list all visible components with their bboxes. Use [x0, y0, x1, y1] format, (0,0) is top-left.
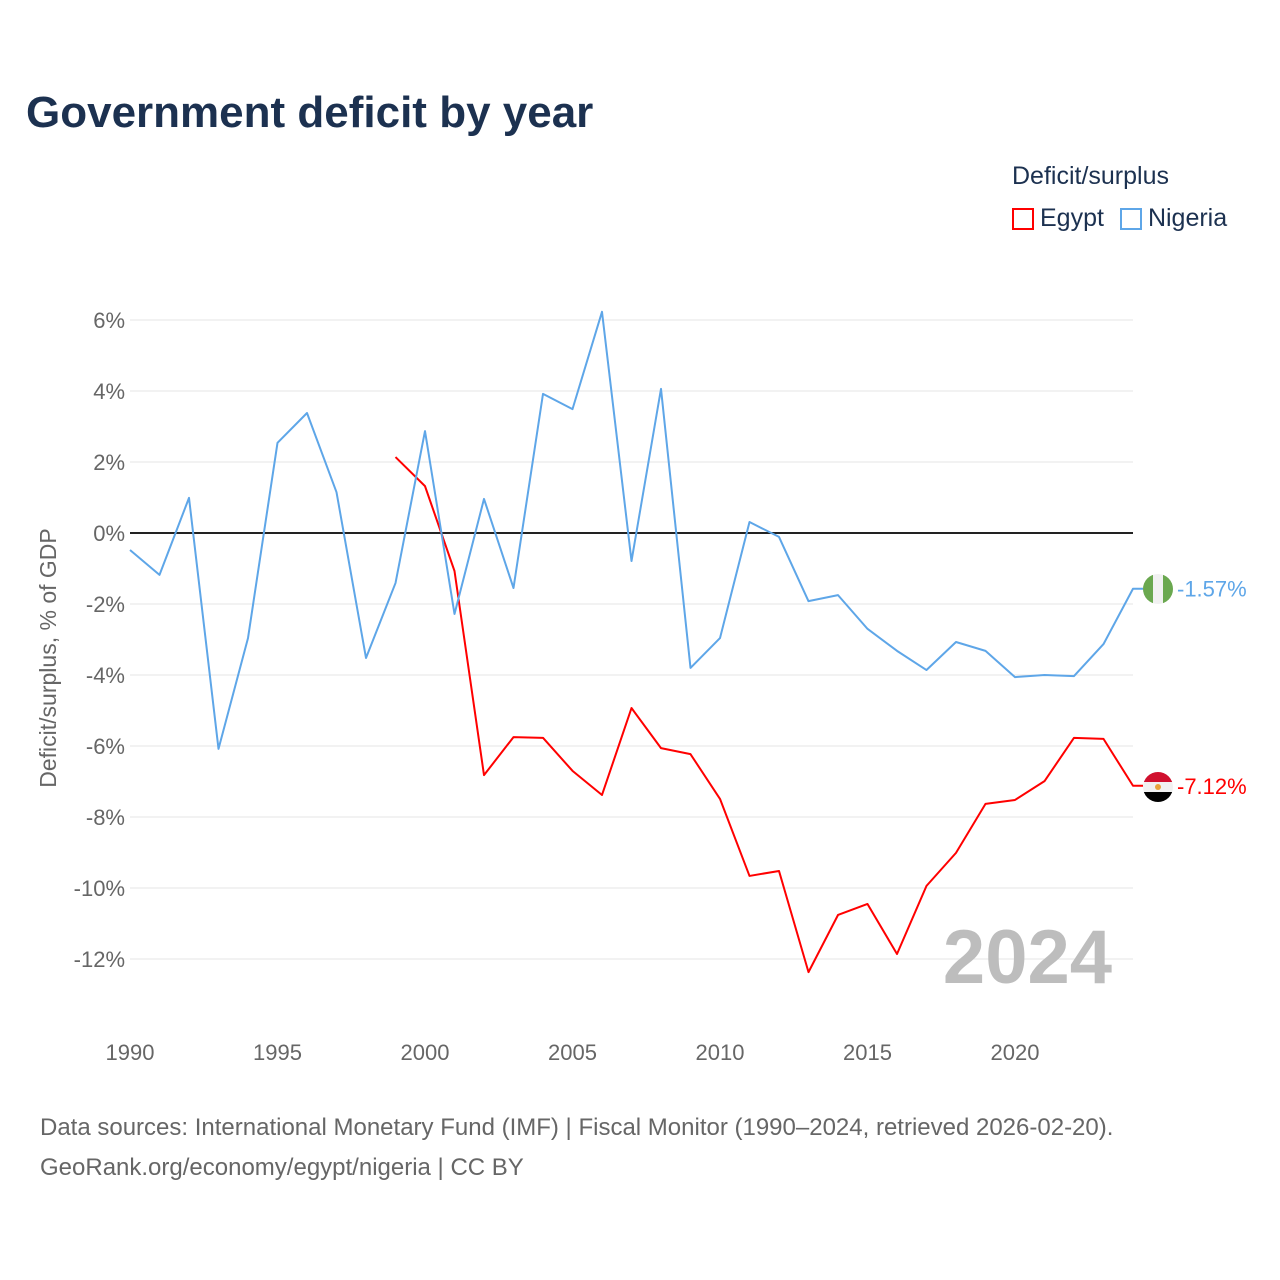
x-tick-label: 2000 [401, 1040, 450, 1065]
y-tick-label: -8% [86, 805, 125, 830]
y-tick-label: -10% [74, 876, 125, 901]
x-tick-label: 2010 [696, 1040, 745, 1065]
x-tick-label: 2005 [548, 1040, 597, 1065]
x-tick-label: 1995 [253, 1040, 302, 1065]
source-line-2[interactable]: GeoRank.org/economy/egypt/nigeria | CC B… [40, 1154, 524, 1181]
series-line-egypt [394, 456, 1143, 974]
year-watermark: 2024 [943, 915, 1112, 1000]
y-tick-label: -12% [74, 947, 125, 972]
y-tick-label: 2% [93, 450, 125, 475]
chart-title: Government deficit by year [26, 88, 594, 137]
legend-label-nigeria: Nigeria [1147, 204, 1228, 232]
source-line-1: Data sources: International Monetary Fun… [40, 1114, 1114, 1141]
x-tick-label: 2020 [991, 1040, 1040, 1065]
y-tick-label: -6% [86, 734, 125, 759]
legend-swatch-nigeria [1119, 207, 1142, 230]
source-note: Data sources: International Monetary Fun… [40, 1108, 1113, 1188]
x-tick-label: 2015 [843, 1040, 892, 1065]
y-tick-label: 4% [93, 379, 125, 404]
y-tick-label: 6% [93, 308, 125, 333]
end-label-egypt: -7.12% [1177, 774, 1247, 799]
y-tick-label: 0% [93, 521, 125, 546]
series-line-nigeria [129, 310, 1143, 750]
legend-swatch-egypt [1012, 207, 1034, 230]
x-tick-label: 1990 [106, 1040, 155, 1065]
nigeria-flag-icon [1143, 574, 1173, 604]
legend: Egypt Nigeria [1012, 204, 1227, 233]
y-axis-label: Deficit/surplus, % of GDP [35, 528, 61, 787]
legend-item-nigeria[interactable]: Nigeria [1119, 204, 1228, 233]
egypt-flag-icon [1143, 772, 1173, 802]
legend-title: Deficit/surplus [1012, 162, 1169, 190]
y-tick-label: -4% [86, 663, 125, 688]
end-label-nigeria: -1.57% [1177, 577, 1247, 602]
legend-item-egypt[interactable]: Egypt [1012, 204, 1104, 233]
y-tick-label: -2% [86, 592, 125, 617]
legend-label-egypt: Egypt [1040, 204, 1104, 232]
